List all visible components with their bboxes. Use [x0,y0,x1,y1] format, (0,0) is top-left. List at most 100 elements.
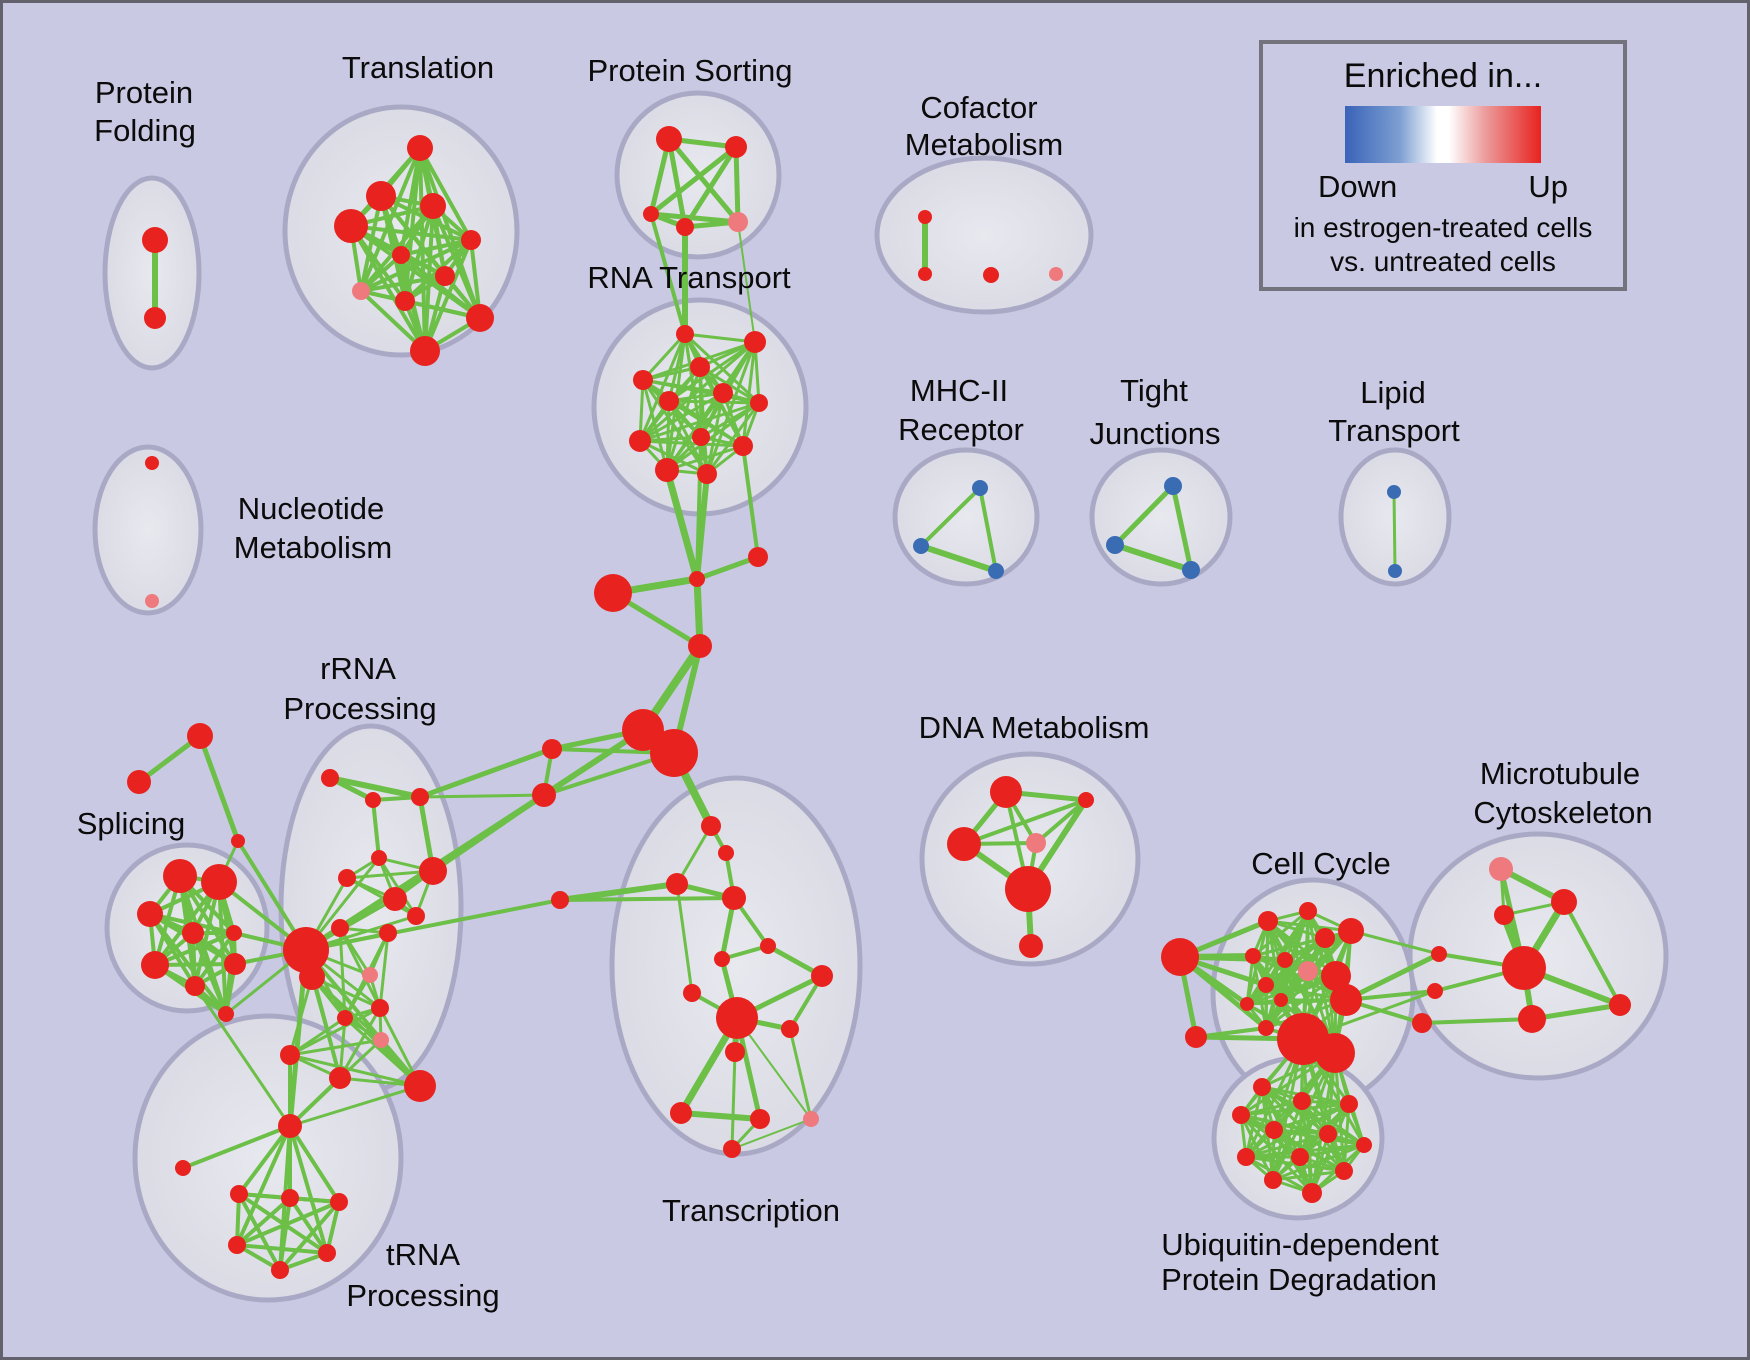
network-node-rr13 [373,1032,389,1048]
network-node-ps2 [643,206,659,222]
network-node-rr5 [419,857,447,885]
network-node-rr14 [280,1045,300,1065]
network-node-tp3 [281,1189,299,1207]
network-node-rr9 [379,924,397,942]
network-node-ub10 [1264,1171,1282,1189]
network-edge [197,733,241,844]
network-node-ub8 [1291,1148,1309,1166]
network-node-cc0 [1161,938,1199,976]
network-node-mt8 [1412,1013,1432,1033]
network-node-dm1 [1078,792,1094,808]
cluster-label: Metabolism [234,530,393,565]
network-node-ub7 [1237,1148,1255,1166]
network-edge [399,238,473,257]
network-node-sp3 [182,922,204,944]
cluster-label: Cell Cycle [1251,846,1391,881]
network-node-mt5 [1427,983,1443,999]
network-edge [1244,1051,1337,1159]
network-edge [705,340,757,476]
network-node-rt1 [744,331,766,353]
network-node-rr2 [411,788,429,806]
network-node-tx3 [722,886,746,910]
network-node-tx14 [723,1140,741,1158]
network-node-hb1 [748,547,768,567]
network-edge [666,136,741,225]
network-node-cc12 [1274,993,1288,1007]
cluster-label: Junctions [1090,416,1221,451]
network-node-tx13 [803,1111,819,1127]
network-edge [694,554,761,582]
network-edge [730,1050,737,1151]
network-edge [371,798,381,860]
network-node-tl1 [366,181,396,211]
network-node-rr12 [337,1010,353,1026]
network-edge [737,221,756,343]
network-node-br0 [542,739,562,759]
network-edge [423,238,473,353]
network-node-mt7 [1518,1005,1546,1033]
network-edge [288,1006,382,1057]
cluster-label: Processing [283,691,436,726]
cluster-label: rRNA [320,651,396,686]
network-node-sp1 [201,864,237,900]
network-edge [683,332,757,344]
network-edge [638,439,709,476]
network-node-rt11 [697,464,717,484]
network-edge [641,378,669,472]
network-edge [675,882,694,995]
network-edge [193,984,292,1128]
network-node-tx7 [683,984,701,1002]
cluster-label: RNA Transport [587,260,791,295]
cluster-label: Cytoskeleton [1473,795,1652,830]
network-edge [705,401,761,476]
cluster-label: tRNA [386,1237,460,1272]
network-node-rrh [283,927,329,973]
network-node-ps4 [728,212,748,232]
network-node-tx2 [666,873,688,895]
legend-box: Enriched in... Down Up in estrogen-treat… [1259,40,1627,291]
network-edge [178,874,237,966]
network-node-tp5 [228,1236,246,1254]
network-edge [648,144,739,217]
network-node-hb0 [689,571,705,587]
legend-up-label: Up [1528,169,1568,204]
network-node-cc9 [1321,961,1351,991]
network-node-mh1 [913,538,929,554]
network-edge [665,444,745,472]
network-edge [788,1027,813,1121]
cluster-label: Protein Degradation [1161,1262,1437,1297]
network-edge [417,746,555,800]
network-node-ub4 [1265,1121,1283,1139]
network-node-ps0 [656,126,682,152]
cluster-label: Splicing [77,806,186,841]
network-edge [359,274,447,293]
cluster-label: Metabolism [905,127,1064,162]
network-node-sp4 [226,925,242,941]
network-edge [288,1196,329,1255]
network-edge [557,881,680,903]
network-node-tp1 [175,1160,191,1176]
network-node-rr10 [362,967,378,983]
network-edge [1271,1169,1346,1182]
network-edge [327,775,423,800]
network-node-hb2 [594,574,632,612]
network-node-tl0 [407,135,433,161]
network-node-tg0 [187,723,213,749]
network-node-pf1 [144,307,166,329]
network-edge [638,401,761,443]
network-edge [675,824,713,886]
network-node-rt8 [692,428,710,446]
network-node-rr4 [371,850,387,866]
network-node-tx5 [714,951,730,967]
network-edge [648,211,741,225]
network-node-hb3 [688,634,712,658]
network-edge [638,332,687,443]
network-node-lt1 [1388,564,1402,578]
network-node-rt6 [750,394,768,412]
network-node-cc11 [1240,997,1254,1011]
network-node-rt10 [655,458,679,482]
network-edge [304,898,562,952]
network-node-rt0 [676,325,694,343]
network-node-cc14 [1258,1020,1274,1036]
network-node-sp7 [185,976,205,996]
